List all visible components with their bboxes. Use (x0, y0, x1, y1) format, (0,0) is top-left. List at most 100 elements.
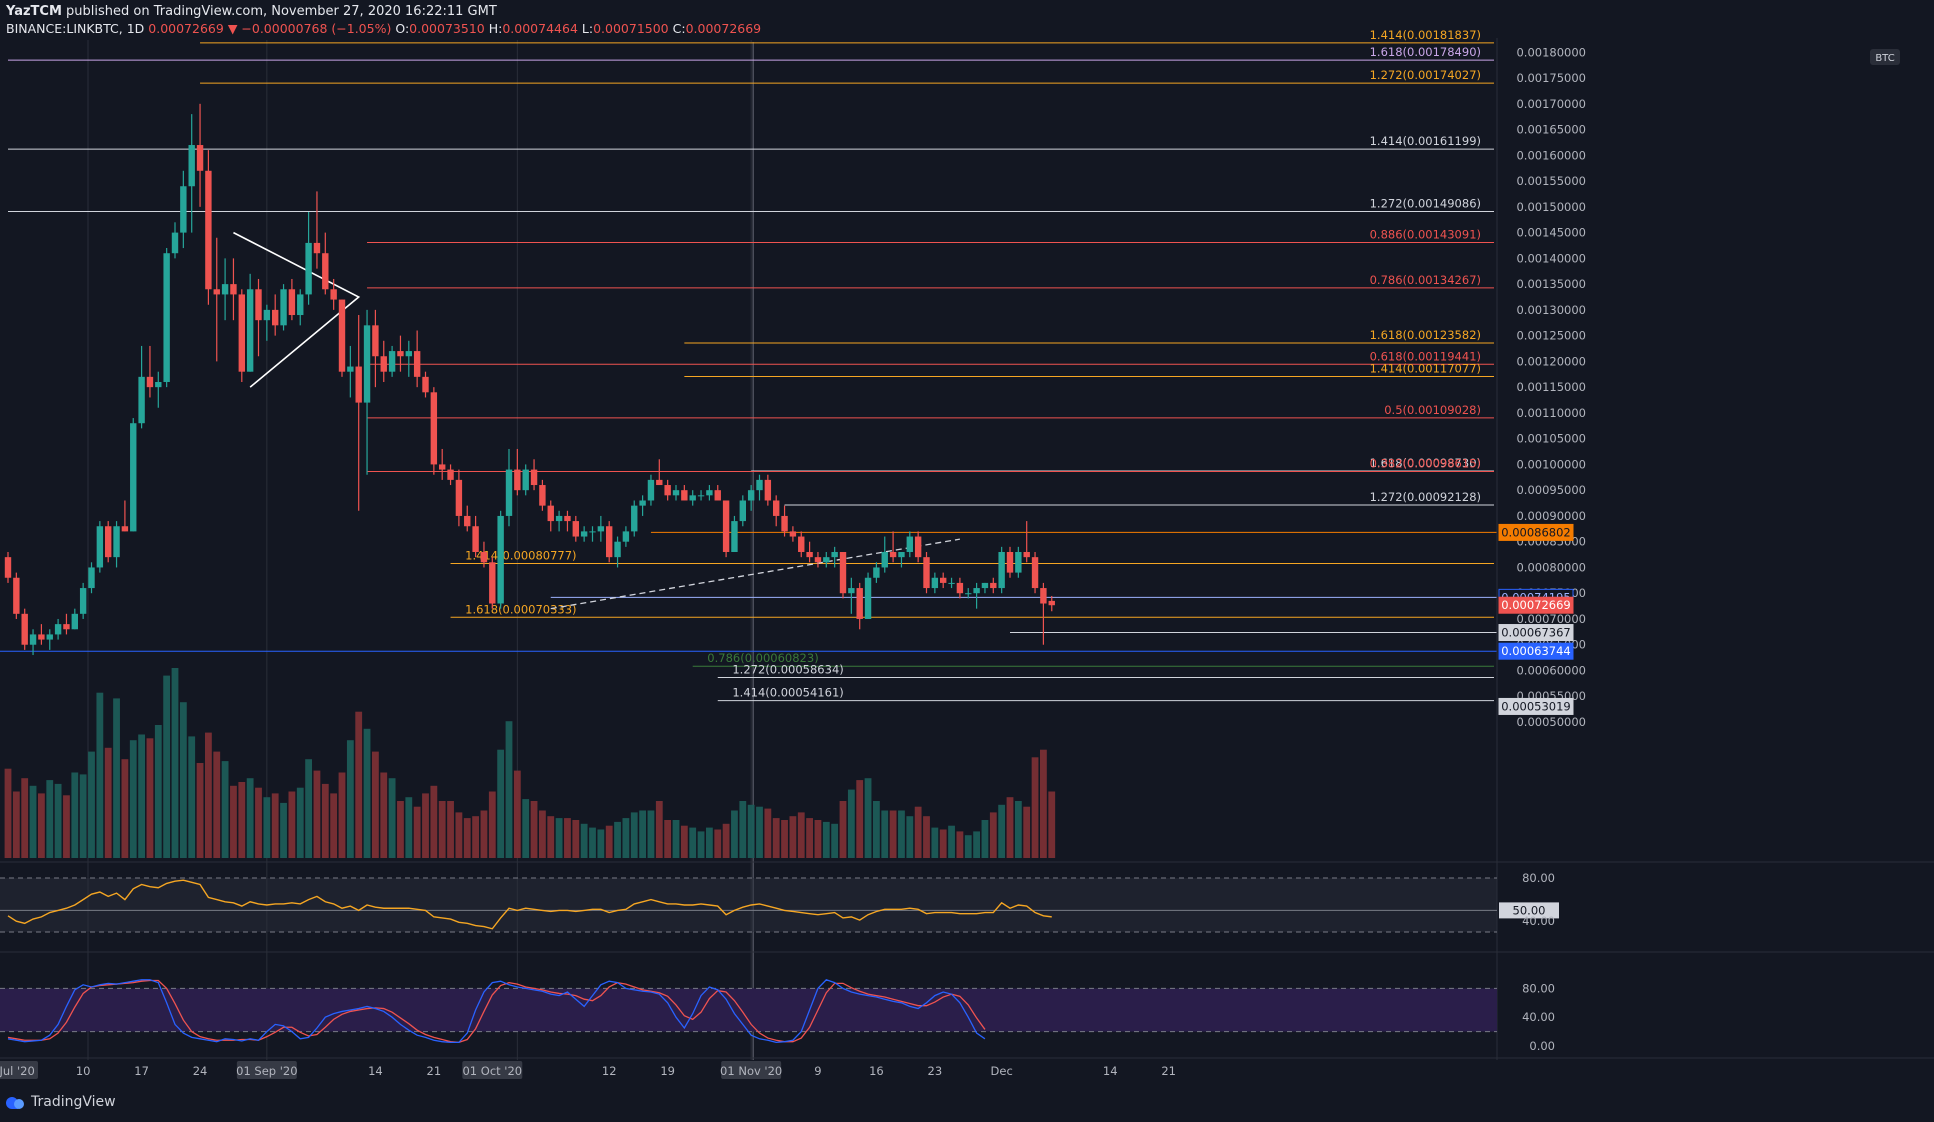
candle-body (130, 423, 137, 532)
candle-body (614, 541, 621, 558)
volume-bar (380, 772, 388, 858)
candle-body (297, 294, 304, 316)
candle-body (697, 495, 705, 497)
candle-body (413, 351, 421, 377)
volume-bar (280, 802, 287, 858)
volume-bar (722, 823, 730, 858)
candle-body (981, 582, 989, 589)
volume-bar (513, 770, 521, 858)
fib-label: 1.618(0.00098730) (1370, 456, 1481, 470)
change-value: ▼ −0.00000768 (−1.05%) (227, 21, 392, 36)
candle-body (990, 582, 997, 589)
stoch-band (0, 988, 1497, 1032)
candle-body (347, 366, 354, 372)
price-tick-label: 0.00110000 (1516, 406, 1586, 420)
fib-label: 1.618(0.00123582) (1370, 328, 1481, 342)
volume-bar (246, 778, 254, 858)
candle-body (63, 624, 70, 630)
volume-bar (797, 812, 805, 858)
volume-bar (313, 770, 321, 858)
volume-bar (639, 810, 646, 858)
volume-bar (706, 827, 713, 858)
volume-bar (230, 785, 237, 858)
fib-label: 1.272(0.00174027) (1370, 68, 1481, 82)
candle-body (305, 242, 312, 295)
candle-body (54, 624, 62, 635)
candle-body (489, 562, 496, 604)
volume-bar (71, 772, 79, 858)
fib-label: 1.414(0.00117077) (1370, 361, 1481, 375)
price-tick-label: 0.00130000 (1516, 303, 1586, 317)
volume-bar (564, 818, 571, 858)
candle-body (38, 634, 45, 640)
rsi-line (7, 879, 1052, 930)
candle-body (739, 500, 746, 522)
candle-body (773, 500, 780, 516)
candle-body (255, 289, 262, 321)
volume-bar (422, 793, 429, 858)
candle-body (831, 552, 838, 558)
candle-body (848, 588, 855, 594)
volume-bar (889, 810, 897, 858)
volume-bar (864, 778, 872, 858)
price-tick-label: 0.00145000 (1516, 226, 1586, 240)
candle-body (472, 526, 479, 552)
candle-body (21, 613, 28, 645)
volume-bar (12, 791, 20, 858)
open-value: 0.00073510 (409, 21, 485, 36)
candle-body (138, 376, 145, 424)
price-tag (1498, 596, 1574, 614)
volume-bar (547, 816, 555, 858)
volume-bar (288, 791, 296, 858)
fib-levels: 1.414(0.00181837) 1.618(0.00178490) 1.272(… (8, 28, 1494, 702)
price-tag (1498, 642, 1574, 660)
volume-bar (580, 823, 588, 858)
month-tag (721, 1061, 782, 1079)
volume-bar (346, 740, 354, 858)
volume-bar (1023, 806, 1031, 858)
candle-body (171, 232, 179, 254)
time-tick-label: 21 (427, 1064, 442, 1078)
candle-body (956, 582, 964, 594)
volume-bar (497, 749, 505, 858)
candle-body (722, 500, 730, 552)
candle-body (338, 299, 346, 372)
stoch-axis-label: 0.00 (1529, 1039, 1555, 1053)
volume-bar (163, 675, 171, 858)
fib-label: 0.382(0.00098615) (1370, 457, 1481, 471)
price-tag-label: 0.00072669 (1501, 598, 1571, 612)
currency-badge[interactable] (1870, 49, 1900, 65)
candle-body (906, 536, 913, 552)
volume-bar (1040, 749, 1047, 858)
candles (4, 103, 1055, 656)
candle-body (664, 485, 671, 496)
candle-body (96, 526, 104, 568)
volume-bar (355, 711, 363, 858)
volume-bar (271, 793, 279, 858)
rsi-value-tag (1499, 902, 1559, 919)
volume-bar (480, 810, 488, 858)
volume-bar (179, 702, 187, 858)
price-tick-label: 0.00105000 (1516, 432, 1586, 446)
author[interactable]: YazTCM (6, 4, 62, 19)
candle-body (856, 588, 863, 619)
candle-body (1048, 600, 1055, 606)
fib-label: 0.618(0.00119441) (1370, 349, 1481, 363)
candle-body (756, 479, 763, 491)
fib-label: 1.618(0.00070333) (465, 602, 576, 616)
price-tag-label: 0.00063744 (1501, 644, 1571, 658)
time-tick-label: 23 (928, 1064, 943, 1078)
candle-body (706, 490, 713, 496)
candle-body (1031, 557, 1039, 589)
volume-bar (255, 787, 262, 858)
price-tick-label: 0.00100000 (1516, 457, 1586, 471)
time-tick-label: 19 (660, 1064, 675, 1078)
volume-bar (697, 831, 705, 858)
symbol-label[interactable]: BINANCE:LINKBTC, 1D (6, 21, 145, 36)
volume-bar (1031, 757, 1039, 858)
candle-body (4, 557, 12, 578)
tradingview-logo[interactable]: TradingView (6, 1094, 116, 1110)
trendline-dashed (550, 538, 961, 610)
symbol-ohlc-bar: BINANCE:LINKBTC, 1D 0.00072669 ▼ −0.0000… (6, 21, 761, 36)
